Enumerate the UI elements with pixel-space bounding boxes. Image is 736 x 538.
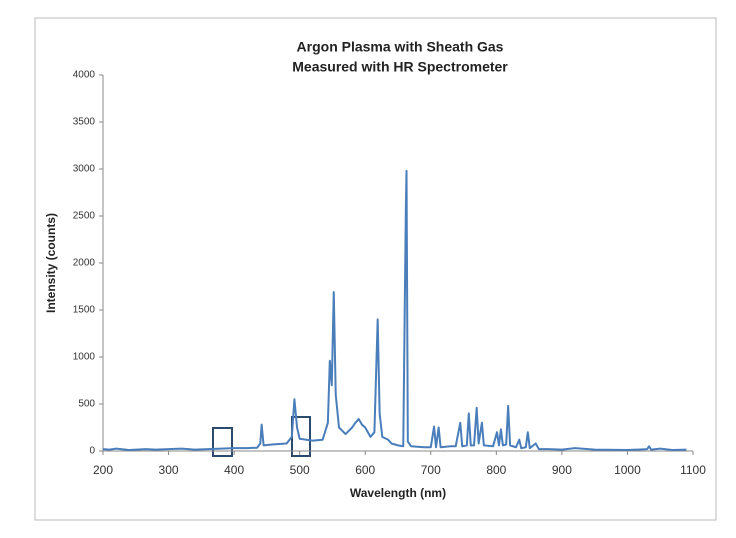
x-tick-label: 600 <box>355 463 375 477</box>
y-tick-label: 0 <box>89 446 95 457</box>
y-tick-label: 1000 <box>73 352 96 363</box>
x-tick-label: 200 <box>93 463 113 477</box>
y-tick-label: 3500 <box>73 117 96 128</box>
chart-frame <box>34 17 717 521</box>
y-tick-label: 2000 <box>73 258 96 269</box>
x-tick-label: 700 <box>421 463 441 477</box>
y-tick-label: 4000 <box>73 70 96 81</box>
y-tick-label: 500 <box>78 399 95 410</box>
y-tick-label: 3000 <box>73 164 96 175</box>
y-tick-label: 1500 <box>73 305 96 316</box>
highlight-box <box>212 427 233 457</box>
x-tick-label: 800 <box>486 463 506 477</box>
y-tick-label: 2500 <box>73 211 96 222</box>
x-axis-title: Wavelength (nm) <box>350 486 446 500</box>
x-tick-label: 500 <box>290 463 310 477</box>
x-tick-label: 400 <box>224 463 244 477</box>
chart-subtitle: Measured with HR Spectrometer <box>292 59 508 75</box>
x-tick-label: 900 <box>552 463 572 477</box>
y-axis-title: Intensity (counts) <box>44 213 58 313</box>
x-tick-label: 1000 <box>614 463 641 477</box>
chart-title: Argon Plasma with Sheath Gas <box>297 39 504 55</box>
spectrum-line <box>102 169 687 452</box>
x-tick-label: 300 <box>159 463 179 477</box>
x-tick-label: 1100 <box>680 463 706 477</box>
